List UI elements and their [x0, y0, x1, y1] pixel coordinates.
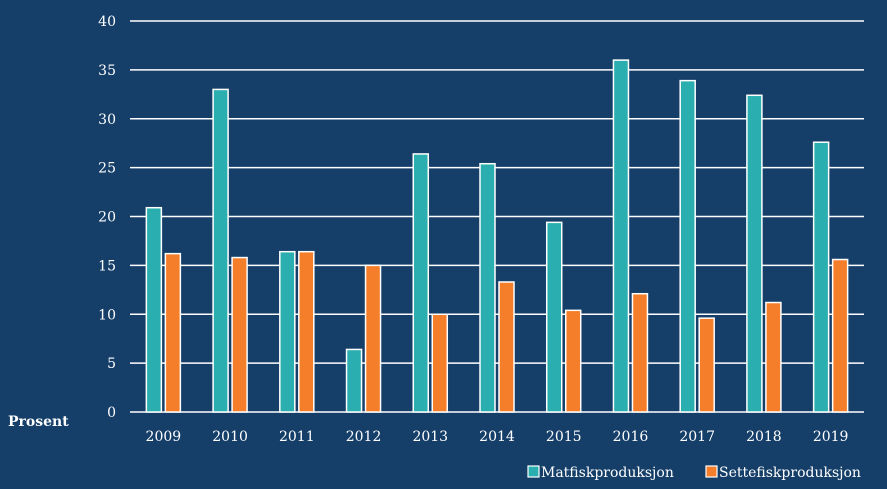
- x-tick-label: 2009: [146, 429, 182, 445]
- bar-matfiskproduksjon-2011: [279, 250, 296, 413]
- bar-settefiskproduksjon-2017: [698, 317, 715, 413]
- x-tick-label: 2013: [412, 429, 448, 445]
- bar-settefiskproduksjon-2015: [564, 309, 582, 413]
- bar-matfiskproduksjon-2009: [145, 206, 163, 413]
- x-tick-label: 2016: [613, 429, 649, 445]
- y-tick-label: 20: [98, 210, 116, 226]
- legend-swatch-matfiskproduksjon: [527, 465, 540, 478]
- x-tick-label: 2012: [346, 429, 382, 445]
- x-tick-label: 2019: [813, 429, 849, 445]
- bar-settefiskproduksjon-2011: [298, 250, 315, 413]
- bar-matfiskproduksjon-2013: [412, 153, 430, 413]
- bar-matfiskproduksjon-2015: [545, 221, 563, 413]
- bar-settefiskproduksjon-2009: [164, 252, 182, 413]
- x-axis-ticks: 2009 2010 2011 2012 2013 2014 2015 2016 2017 2018…: [146, 429, 849, 445]
- x-tick-label: 2017: [679, 429, 715, 445]
- bar-settefiskproduksjon-2018: [765, 301, 782, 413]
- y-tick-label: 15: [98, 258, 116, 274]
- x-tick-label: 2011: [279, 429, 315, 445]
- y-tick-label: 0: [107, 405, 116, 421]
- bar-matfiskproduksjon-2010: [212, 88, 229, 413]
- y-tick-label: 40: [98, 14, 116, 30]
- bar-settefiskproduksjon-2016: [631, 292, 649, 413]
- x-tick-label: 2014: [479, 429, 515, 445]
- legend-swatch-settefiskproduksjon: [705, 465, 718, 478]
- x-tick-label: 2010: [212, 429, 248, 445]
- bar-settefiskproduksjon-2014: [498, 281, 515, 413]
- bar-matfiskproduksjon-2019: [812, 141, 830, 413]
- bar-settefiskproduksjon-2010: [231, 256, 248, 413]
- bar-matfiskproduksjon-2014: [479, 162, 496, 413]
- bar-settefiskproduksjon-2019: [831, 258, 849, 413]
- y-tick-label: 5: [107, 356, 116, 372]
- y-tick-label: 25: [98, 161, 116, 177]
- legend: Matfiskproduksjon Settefiskproduksjon: [527, 465, 861, 481]
- y-tick-label: 30: [98, 112, 116, 128]
- legend-label-matfiskproduksjon: Matfiskproduksjon: [541, 465, 674, 481]
- bars: [145, 59, 849, 413]
- y-tick-label: 10: [98, 307, 116, 323]
- y-axis-ticks: 0 5 10 15 20 25 30 35 40: [98, 14, 116, 421]
- x-tick-label: 2018: [746, 429, 782, 445]
- bar-settefiskproduksjon-2012: [364, 264, 382, 413]
- gridlines: [130, 20, 864, 413]
- y-axis-label: Prosent: [8, 414, 69, 430]
- bar-matfiskproduksjon-2012: [345, 348, 363, 413]
- legend-label-settefiskproduksjon: Settefiskproduksjon: [719, 465, 861, 481]
- bar-matfiskproduksjon-2018: [746, 94, 763, 413]
- bar-matfiskproduksjon-2017: [679, 79, 696, 413]
- x-tick-label: 2015: [546, 429, 582, 445]
- bar-matfiskproduksjon-2016: [612, 59, 630, 413]
- bar-settefiskproduksjon-2013: [431, 313, 449, 413]
- y-tick-label: 35: [98, 63, 116, 79]
